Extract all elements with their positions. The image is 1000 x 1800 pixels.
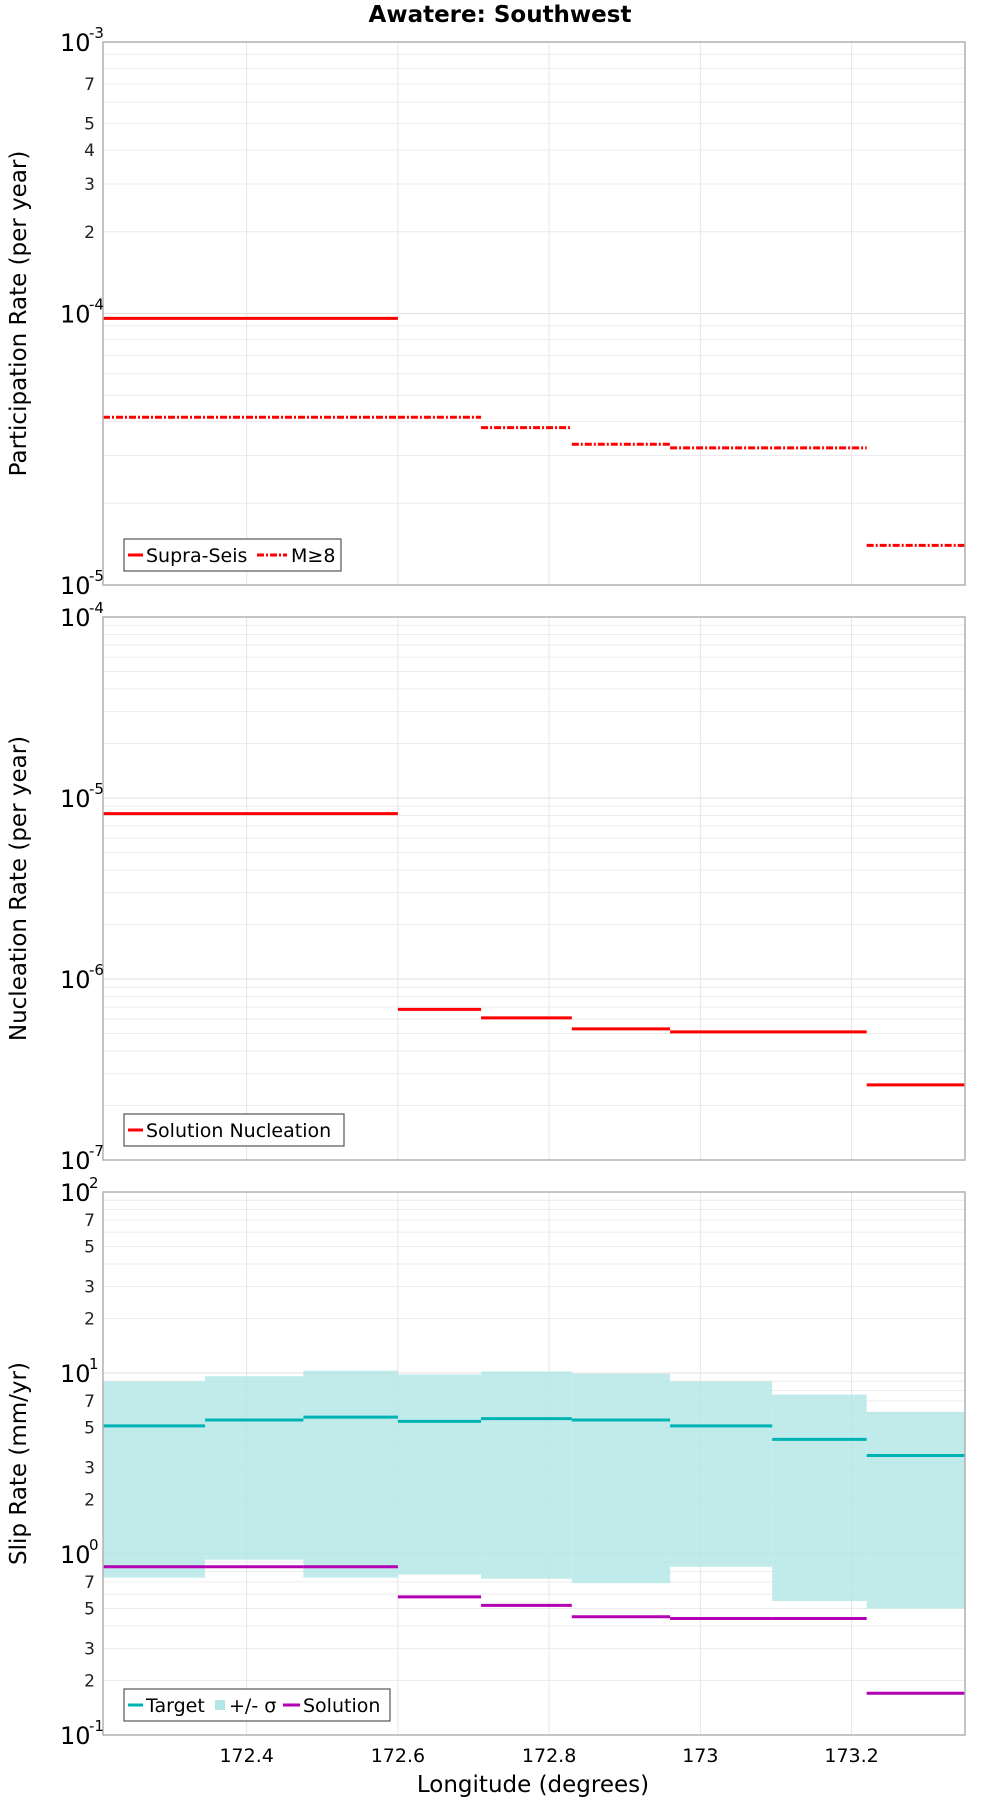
panel-2-frame <box>102 1191 966 1736</box>
panel-1-y-axis-label: Nucleation Rate (per year) <box>6 736 32 1041</box>
sigma-band-bin-2 <box>303 1370 398 1578</box>
legend-swatch-sigma <box>215 1700 225 1710</box>
panel-1-ytick-major-0: 10 <box>60 604 91 632</box>
panel-2-ytick-major-2: 10 <box>60 1541 91 1569</box>
legend-label-sigma: +/- σ <box>229 1695 276 1717</box>
panel-0-frame <box>102 41 966 586</box>
legend-label-m8: M≥8 <box>291 545 335 567</box>
sigma-band-bin-0 <box>103 1381 206 1578</box>
panel-2-y-axis-label: Slip Rate (mm/yr) <box>6 1362 32 1565</box>
panel-0-ytick-minor-4: 2 <box>84 223 95 243</box>
panel-2-ytick-major-0: 10 <box>60 1179 91 1207</box>
panel-2-ytick-major-3: 10 <box>60 1722 91 1750</box>
legend-box-slip <box>123 1688 391 1722</box>
x-tick-label-3: 173 <box>682 1745 718 1767</box>
panel-2-ytick-minor-5: 5 <box>84 1418 95 1438</box>
panel-2-ytick-major-exp-2: 0 <box>89 1536 99 1554</box>
legend-label-target: Target <box>145 1695 205 1717</box>
panel-0-ytick-major-2: 10 <box>60 572 91 600</box>
panel-2-ytick-major-exp-3: -1 <box>89 1717 104 1735</box>
legend-label-supra-seis: Supra-Seis <box>146 545 247 567</box>
panel-2-ytick-minor-10: 3 <box>84 1640 95 1660</box>
panel-0-ytick-major-exp-1: -4 <box>89 296 104 314</box>
panel-0-ytick-minor-3: 3 <box>84 175 95 195</box>
sigma-band-bin-1 <box>205 1376 304 1560</box>
panel-0-ytick-minor-0: 7 <box>84 75 95 95</box>
legend-label-solution-nucleation: Solution Nucleation <box>146 1120 331 1142</box>
panel-0-ytick-major-0: 10 <box>60 29 91 57</box>
legend-box-nucleation <box>123 1113 345 1147</box>
panel-1-ytick-major-exp-2: -6 <box>89 961 104 979</box>
sigma-band-bin-7 <box>772 1394 867 1601</box>
panel-2-ytick-minor-8: 7 <box>84 1573 95 1593</box>
panel-2-ytick-minor-4: 7 <box>84 1392 95 1412</box>
panel-2-ytick-major-1: 10 <box>60 1360 91 1388</box>
x-tick-label-1: 172.6 <box>371 1745 425 1767</box>
panel-0-ytick-minor-2: 4 <box>84 141 95 161</box>
panel-0-ytick-major-exp-0: -3 <box>89 24 104 42</box>
panel-1-frame <box>102 616 966 1161</box>
x-tick-label-0: 172.4 <box>219 1745 273 1767</box>
x-tick-label-2: 172.8 <box>522 1745 576 1767</box>
panel-0-ytick-major-exp-2: -5 <box>89 567 104 585</box>
panel-2-ytick-minor-6: 3 <box>84 1459 95 1479</box>
panel-2-ytick-major-exp-0: 2 <box>89 1174 99 1192</box>
chart-title: Awatere: Southwest <box>369 2 632 28</box>
panel-1-ytick-major-2: 10 <box>60 966 91 994</box>
panel-1-ytick-major-exp-3: -7 <box>89 1142 104 1160</box>
panel-2-ytick-minor-11: 2 <box>84 1672 95 1692</box>
panel-2-ytick-minor-2: 3 <box>84 1278 95 1298</box>
panel-1-background <box>103 617 965 1160</box>
panel-0-ytick-major-1: 10 <box>60 301 91 329</box>
panel-2-ytick-minor-7: 2 <box>84 1491 95 1511</box>
legend-label-solution: Solution <box>303 1695 380 1717</box>
sigma-band-bin-3 <box>397 1374 482 1575</box>
legend-box-participation <box>123 538 342 572</box>
panel-0-y-axis-label: Participation Rate (per year) <box>6 151 32 477</box>
sigma-band-bin-5 <box>571 1373 671 1584</box>
sigma-band-bin-4 <box>481 1371 572 1579</box>
panel-2-ytick-minor-0: 7 <box>84 1211 95 1231</box>
panel-1-ytick-major-1: 10 <box>60 785 91 813</box>
panel-2-ytick-minor-1: 5 <box>84 1237 95 1257</box>
panel-1-ytick-major-exp-1: -5 <box>89 780 104 798</box>
panel-2-ytick-minor-9: 5 <box>84 1599 95 1619</box>
panel-2-ytick-major-exp-1: 1 <box>89 1355 99 1373</box>
panel-0-ytick-minor-1: 5 <box>84 115 95 135</box>
sigma-band-bin-6 <box>670 1381 773 1567</box>
x-tick-label-4: 173.2 <box>824 1745 878 1767</box>
panel-1-ytick-major-exp-0: -4 <box>89 599 104 617</box>
panel-1-ytick-major-3: 10 <box>60 1147 91 1175</box>
panel-2-ytick-minor-3: 2 <box>84 1310 95 1330</box>
sigma-band-bin-8 <box>866 1411 965 1609</box>
x-axis-label: Longitude (degrees) <box>417 1772 649 1798</box>
